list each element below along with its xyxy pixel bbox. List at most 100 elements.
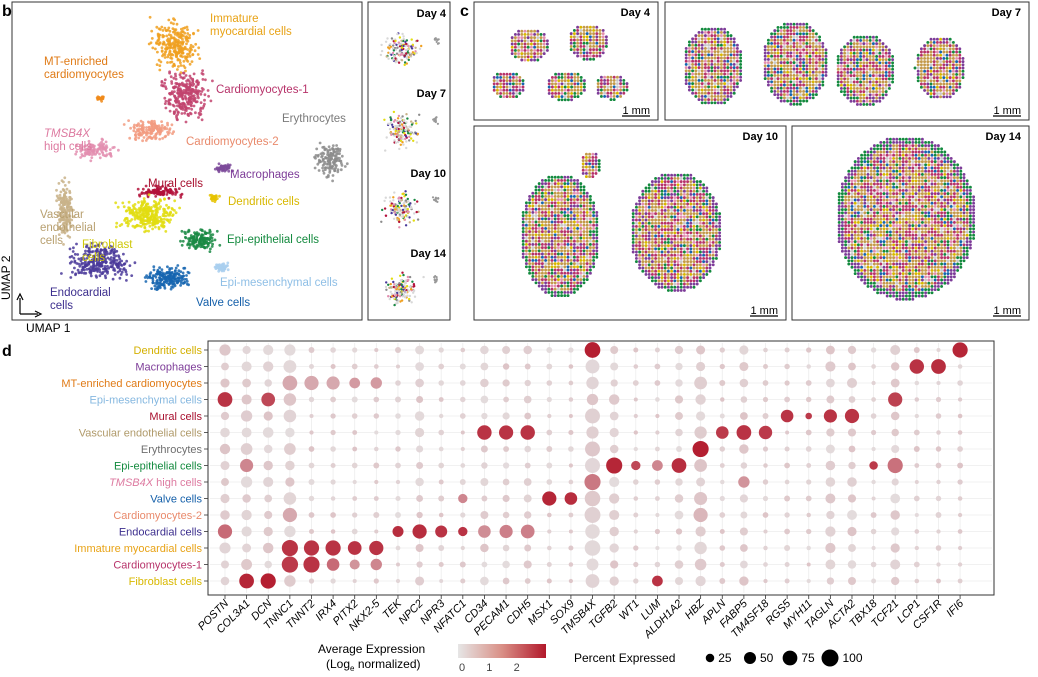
expression-dot — [716, 426, 729, 439]
spatial-panel-frame — [664, 1, 1030, 121]
expression-dot — [633, 512, 639, 518]
expression-dot — [913, 446, 920, 452]
expression-dot — [439, 413, 444, 419]
expression-dot — [654, 561, 661, 568]
expression-dot — [676, 446, 682, 452]
expression-dot — [739, 444, 749, 454]
expression-dot — [351, 462, 358, 469]
expression-dot — [264, 494, 273, 503]
expression-dot — [460, 545, 465, 551]
expression-dot — [655, 397, 660, 402]
umap-y-arrowhead — [16, 292, 24, 301]
expression-dot — [869, 461, 878, 470]
expression-dot — [502, 544, 510, 552]
expression-dot — [806, 578, 811, 584]
expression-dot — [283, 393, 297, 406]
expression-dot — [351, 363, 358, 370]
expression-dot — [219, 344, 231, 356]
spatial-day-label: Day 7 — [992, 7, 1021, 19]
expression-dot — [610, 346, 619, 354]
expression-dot — [460, 430, 465, 435]
expression-dot — [957, 446, 963, 452]
expression-dot — [263, 476, 274, 488]
umap-x-label: UMAP 1 — [26, 321, 71, 335]
expression-dot — [784, 562, 790, 567]
expression-dot — [633, 578, 639, 584]
expression-dot — [373, 396, 380, 403]
mini-day-label: Day 4 — [417, 8, 447, 20]
expression-dot — [957, 364, 963, 369]
umap-cluster-points — [179, 228, 222, 254]
expression-dot — [220, 493, 230, 504]
expression-dot — [568, 529, 573, 534]
expression-dot — [695, 411, 706, 421]
expression-dot — [568, 446, 574, 452]
panel-letter-c: c — [460, 3, 469, 20]
expression-dot — [914, 480, 919, 484]
expression-dot — [606, 457, 623, 474]
expression-dot — [632, 380, 639, 386]
expression-dot — [261, 392, 276, 407]
scale-bar-label: 1 mm — [623, 105, 651, 117]
mini-day-label: Day 14 — [411, 248, 447, 260]
expression-dot — [740, 544, 748, 552]
expression-dot — [308, 396, 315, 403]
expression-dot — [719, 561, 725, 568]
expression-dot — [330, 496, 336, 501]
expression-dot — [480, 478, 489, 486]
expression-dot — [439, 579, 444, 583]
expression-dot — [546, 363, 553, 370]
expression-dot — [546, 462, 553, 469]
expression-dot — [351, 396, 358, 403]
expression-dot — [435, 525, 448, 538]
expression-dot — [568, 414, 573, 418]
expression-dot — [568, 429, 574, 436]
expression-dot — [240, 410, 253, 422]
mini-panels-frame — [367, 1, 451, 321]
expression-dot — [695, 394, 706, 405]
expression-dot — [609, 411, 619, 421]
expression-dot — [438, 429, 445, 436]
legend-size-dot — [821, 649, 839, 667]
legend-size-label: 25 — [718, 651, 732, 665]
expression-dot — [719, 446, 726, 452]
umap-cluster-label: Macrophages — [230, 169, 300, 181]
expression-dot — [891, 478, 899, 486]
expression-dot — [264, 379, 272, 387]
expression-dot — [481, 412, 488, 420]
expression-dot — [784, 396, 790, 403]
expression-dot — [220, 510, 230, 520]
expression-dot — [415, 378, 424, 388]
expression-dot — [675, 362, 683, 371]
expression-dot — [825, 460, 836, 471]
expression-dot — [675, 478, 683, 486]
cell-type-label: Endocardial cells — [119, 527, 203, 539]
expression-dot — [412, 524, 427, 539]
expression-dot — [825, 345, 835, 355]
expression-dot — [935, 396, 942, 403]
expression-dot — [480, 511, 489, 519]
expression-dot — [740, 560, 748, 569]
expression-dot — [825, 361, 836, 372]
expression-dot — [654, 479, 661, 485]
expression-dot — [349, 377, 361, 389]
expression-dot — [546, 429, 553, 436]
scale-bar-label: 1 mm — [994, 105, 1022, 117]
expression-dot — [568, 578, 574, 584]
expression-dot — [240, 458, 254, 473]
expression-dot — [763, 364, 768, 369]
expression-dot — [913, 347, 920, 353]
expression-dot — [480, 345, 489, 355]
expression-dot — [826, 378, 835, 388]
expression-dot — [416, 445, 424, 453]
expression-dot — [241, 394, 252, 405]
expression-dot — [414, 411, 425, 421]
expression-dot — [480, 378, 489, 388]
legend-color-title: Average Expression — [318, 642, 425, 656]
expression-dot — [284, 344, 296, 356]
umap-cluster-label: Vascular endothelial cells — [40, 209, 96, 247]
expression-dot — [763, 529, 768, 534]
expression-dot — [326, 376, 340, 390]
umap-cluster-points — [136, 184, 184, 200]
expression-dot — [460, 578, 466, 584]
